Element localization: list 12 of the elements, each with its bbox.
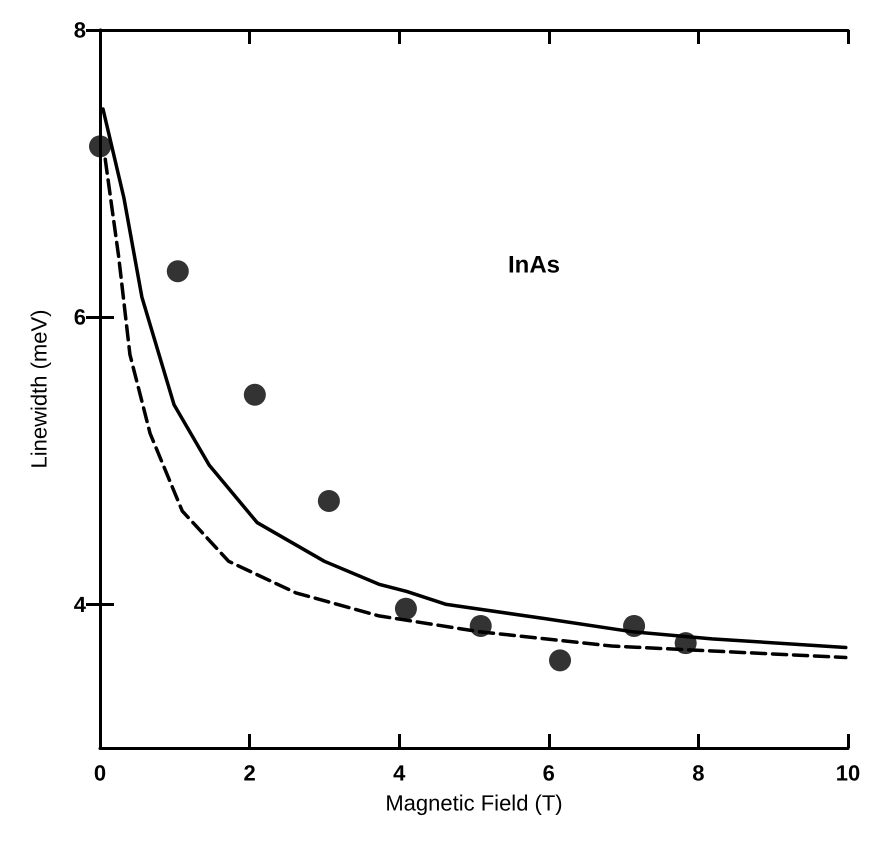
- y-tick-label: 4: [74, 592, 87, 617]
- x-tick-label: 8: [692, 760, 705, 786]
- annotation: InAs: [508, 252, 560, 278]
- y-tick-label: 6: [74, 304, 86, 330]
- x-tick-label: 10: [836, 760, 860, 786]
- x-tick-label: 2: [243, 760, 256, 786]
- x-tick-label: 0: [94, 760, 106, 786]
- y-tick-label: 8: [74, 18, 86, 42]
- x-tick-label: 6: [542, 760, 555, 786]
- x-tick-label: 4: [393, 760, 406, 786]
- y-axis-title: Linewidth (meV): [26, 310, 52, 468]
- x-axis-title: Magnetic Field (T): [385, 790, 563, 816]
